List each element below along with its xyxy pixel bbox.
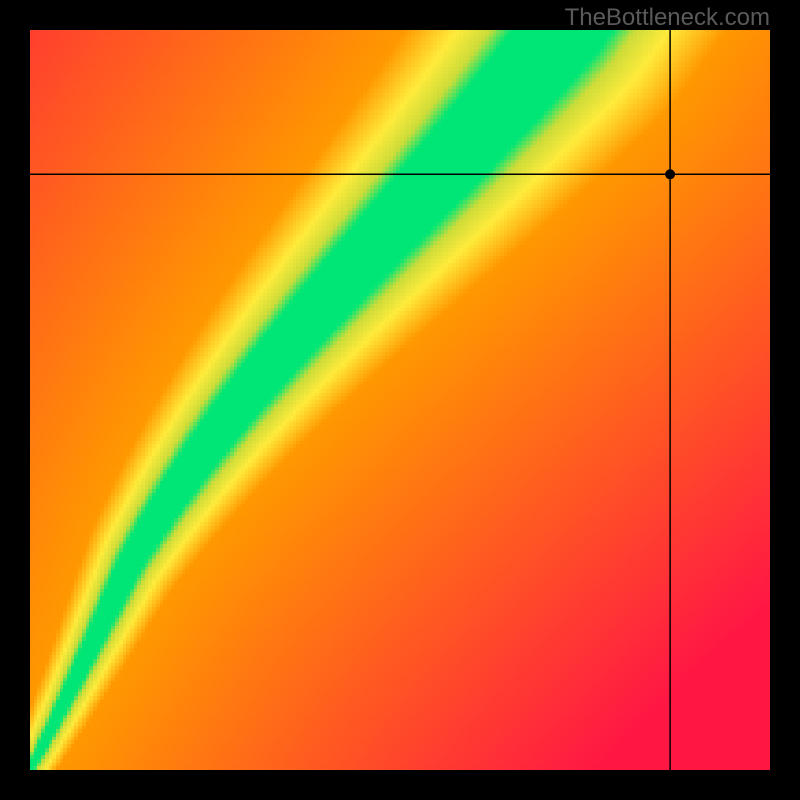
watermark-text: TheBottleneck.com	[565, 4, 770, 32]
bottleneck-heatmap	[30, 30, 770, 770]
chart-container: TheBottleneck.com	[0, 0, 800, 800]
